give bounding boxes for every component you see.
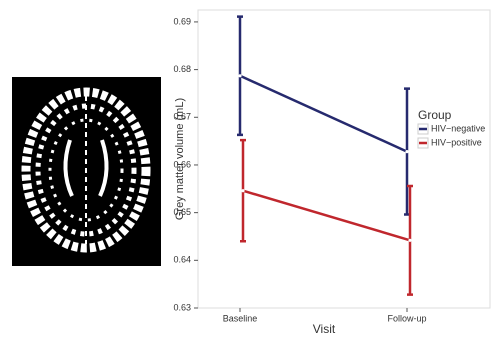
x-tick-label: Baseline: [223, 313, 258, 323]
y-tick-label: 0.68: [173, 64, 191, 74]
x-axis-title: Visit: [313, 322, 336, 336]
legend-label: HIV−negative: [431, 123, 485, 133]
point: [241, 189, 244, 192]
y-tick-label: 0.66: [173, 159, 191, 169]
y-tick-label: 0.67: [173, 112, 191, 122]
point: [405, 150, 408, 153]
figure: Grey matter volume (mL) Visit Group 0.63…: [0, 0, 491, 340]
legend-label: HIV−positive: [431, 137, 482, 147]
legend-title: Group: [418, 108, 452, 122]
point: [238, 74, 241, 77]
point: [408, 239, 411, 242]
x-tick-label: Follow-up: [387, 313, 426, 323]
y-tick-label: 0.64: [173, 255, 191, 265]
y-tick-label: 0.69: [173, 16, 191, 26]
brain-image: [12, 77, 161, 266]
y-tick-label: 0.63: [173, 302, 191, 312]
y-tick-label: 0.65: [173, 207, 191, 217]
